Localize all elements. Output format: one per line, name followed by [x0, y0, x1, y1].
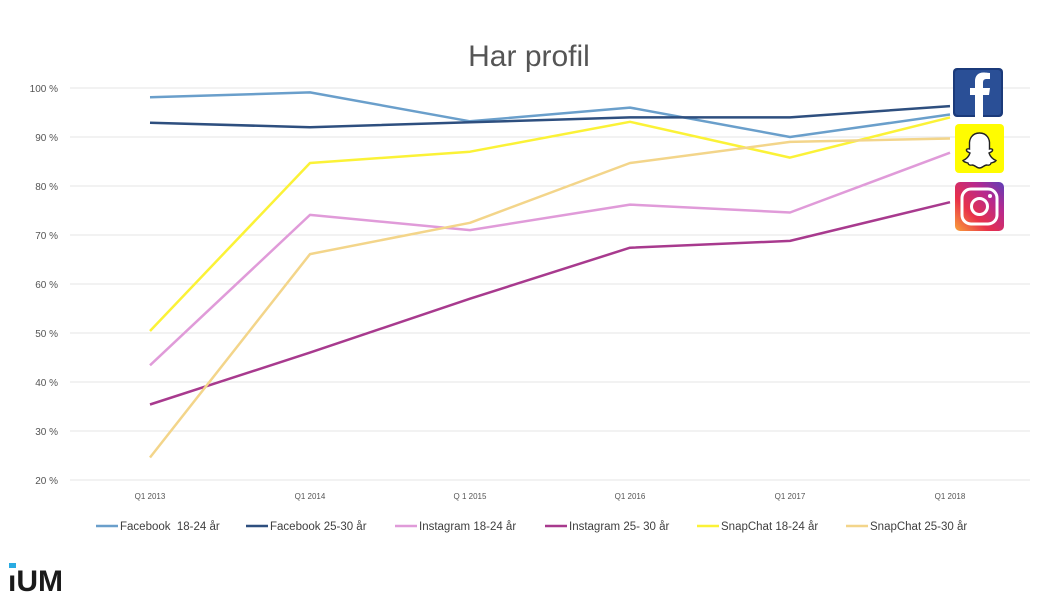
ium-logo: ıUM — [6, 560, 86, 598]
y-tick-label: 20 % — [35, 476, 58, 487]
legend-item: Instagram 25- 30 år — [545, 521, 670, 533]
y-tick-label: 100 % — [30, 84, 58, 95]
series-line-5 — [149, 116, 951, 332]
legend-label: SnapChat 25-30 år — [870, 521, 967, 533]
y-axis-ticks: 100 % 90 % 80 % 70 % 60 % 50 % 40 % 30 % 20 % — [30, 84, 58, 487]
y-tick-label: 50 % — [35, 329, 58, 340]
legend-label: Instagram 18-24 år — [419, 521, 516, 533]
legend-label: Facebook 18-24 år — [120, 521, 220, 533]
facebook-icon — [953, 68, 1003, 117]
series-line-1 — [149, 91, 951, 139]
y-tick-label: 40 % — [35, 378, 58, 389]
logo-text: ıUM — [8, 565, 63, 596]
legend-item: Facebook 25-30 år — [246, 521, 367, 533]
x-tick-label: Q1 2017 — [775, 492, 806, 501]
y-tick-label: 80 % — [35, 182, 58, 193]
x-tick-label: Q1 2013 — [135, 492, 166, 501]
series-lines — [149, 91, 951, 459]
instagram-icon — [955, 182, 1004, 231]
x-axis-ticks: Q1 2013 Q1 2014 Q 1 2015 Q1 2016 Q1 2017 Q1 2… — [135, 492, 966, 501]
legend: Facebook 18-24 år Facebook 25-30 år Instag… — [96, 521, 967, 533]
legend-label: Facebook 25-30 år — [270, 521, 367, 533]
x-tick-label: Q1 2014 — [295, 492, 326, 501]
y-tick-label: 90 % — [35, 133, 58, 144]
legend-item: SnapChat 18-24 år — [697, 521, 818, 533]
series-line-2 — [149, 104, 951, 129]
grid-lines — [70, 87, 1030, 481]
legend-item: Instagram 18-24 år — [395, 521, 516, 533]
series-line-3 — [149, 151, 951, 367]
series-line-6 — [149, 137, 951, 459]
snapchat-icon — [955, 124, 1004, 173]
y-tick-label: 60 % — [35, 280, 58, 291]
series-line-4 — [149, 200, 951, 406]
legend-item: SnapChat 25-30 år — [846, 521, 967, 533]
legend-item: Facebook 18-24 år — [96, 521, 220, 533]
y-tick-label: 70 % — [35, 231, 58, 242]
x-tick-label: Q1 2018 — [935, 492, 966, 501]
chart-title: Har profil — [468, 40, 590, 73]
x-tick-label: Q1 2016 — [615, 492, 646, 501]
y-tick-label: 30 % — [35, 427, 58, 438]
x-tick-label: Q 1 2015 — [454, 492, 487, 501]
legend-label: SnapChat 18-24 år — [721, 521, 818, 533]
legend-label: Instagram 25- 30 år — [569, 521, 670, 533]
